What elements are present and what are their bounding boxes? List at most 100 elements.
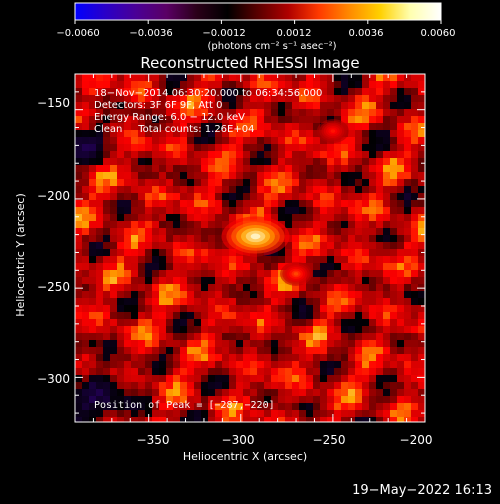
heatmap-cell bbox=[117, 235, 125, 243]
heatmap-cell bbox=[348, 298, 356, 306]
heatmap-cell bbox=[327, 74, 335, 82]
heatmap-cell bbox=[145, 102, 153, 110]
heatmap-cell bbox=[110, 277, 118, 285]
heatmap-cell bbox=[411, 368, 419, 376]
heatmap-cell bbox=[180, 291, 188, 299]
heatmap-cell bbox=[271, 410, 279, 418]
heatmap-cell bbox=[313, 382, 321, 390]
heatmap-cell bbox=[243, 319, 251, 327]
heatmap-cell bbox=[229, 347, 237, 355]
heatmap-cell bbox=[397, 284, 405, 292]
heatmap-cell bbox=[103, 95, 111, 103]
heatmap-cell bbox=[96, 389, 104, 397]
heatmap-cell bbox=[355, 305, 363, 313]
heatmap-cell bbox=[243, 95, 251, 103]
heatmap-cell bbox=[299, 326, 307, 334]
heatmap-cell bbox=[138, 151, 146, 159]
heatmap-cell bbox=[159, 382, 167, 390]
heatmap-cell bbox=[264, 375, 272, 383]
heatmap-cell bbox=[264, 347, 272, 355]
heatmap-cell bbox=[117, 81, 125, 89]
heatmap-cell bbox=[418, 158, 425, 166]
heatmap-cell bbox=[390, 102, 398, 110]
heatmap-cell bbox=[82, 165, 90, 173]
heatmap-cell bbox=[369, 193, 377, 201]
heatmap-cell bbox=[369, 396, 377, 404]
heatmap-cell bbox=[96, 81, 104, 89]
heatmap-cell bbox=[201, 172, 209, 180]
heatmap-cell bbox=[285, 109, 293, 117]
heatmap-cell bbox=[173, 361, 181, 369]
heatmap-cell bbox=[306, 228, 314, 236]
heatmap-cell bbox=[194, 361, 202, 369]
heatmap-cell bbox=[306, 417, 314, 422]
heatmap-cell bbox=[369, 123, 377, 131]
heatmap-cell bbox=[89, 284, 97, 292]
heatmap-cell bbox=[236, 151, 244, 159]
heatmap-cell bbox=[376, 277, 384, 285]
heatmap-cell bbox=[222, 312, 230, 320]
heatmap-cell bbox=[103, 102, 111, 110]
heatmap-cell bbox=[411, 81, 419, 89]
heatmap-cell bbox=[376, 207, 384, 215]
heatmap-cell bbox=[278, 193, 286, 201]
heatmap-cell bbox=[75, 347, 83, 355]
heatmap-cell bbox=[355, 298, 363, 306]
heatmap-cell bbox=[383, 186, 391, 194]
heatmap-cell bbox=[124, 333, 132, 341]
heatmap-cell bbox=[264, 263, 272, 271]
heatmap-cell bbox=[404, 228, 412, 236]
heatmap-cell bbox=[215, 375, 223, 383]
heatmap-cell bbox=[131, 368, 139, 376]
heatmap-cell bbox=[173, 256, 181, 264]
heatmap-cell bbox=[299, 354, 307, 362]
heatmap-cell bbox=[257, 95, 265, 103]
heatmap-cell bbox=[320, 165, 328, 173]
heatmap-cell bbox=[166, 347, 174, 355]
heatmap-cell bbox=[194, 242, 202, 250]
heatmap-cell bbox=[173, 144, 181, 152]
heatmap-cell bbox=[278, 375, 286, 383]
heatmap-cell bbox=[180, 326, 188, 334]
heatmap-cell bbox=[201, 235, 209, 243]
heatmap-cell bbox=[278, 116, 286, 124]
heatmap-cell bbox=[96, 410, 104, 418]
heatmap-cell bbox=[166, 326, 174, 334]
heatmap-cell bbox=[103, 305, 111, 313]
heatmap-cell bbox=[138, 193, 146, 201]
heatmap-cell bbox=[313, 298, 321, 306]
heatmap-cell bbox=[180, 207, 188, 215]
heatmap-cell bbox=[320, 179, 328, 187]
heatmap-cell bbox=[327, 368, 335, 376]
heatmap-cell bbox=[194, 179, 202, 187]
heatmap-cell bbox=[166, 333, 174, 341]
heatmap-cell bbox=[404, 284, 412, 292]
heatmap-cell bbox=[180, 221, 188, 229]
heatmap-cell bbox=[362, 417, 370, 422]
heatmap-cell bbox=[285, 214, 293, 222]
heatmap-cell bbox=[327, 361, 335, 369]
heatmap-cell bbox=[243, 326, 251, 334]
heatmap-cell bbox=[376, 340, 384, 348]
heatmap-cell bbox=[187, 74, 195, 82]
heatmap-cell bbox=[215, 389, 223, 397]
heatmap-cell bbox=[376, 347, 384, 355]
heatmap-cell bbox=[411, 256, 419, 264]
heatmap-cell bbox=[299, 130, 307, 138]
heatmap-cell bbox=[313, 347, 321, 355]
heatmap-cell bbox=[117, 333, 125, 341]
heatmap-cell bbox=[264, 95, 272, 103]
heatmap-cell bbox=[194, 249, 202, 257]
heatmap-cell bbox=[89, 179, 97, 187]
heatmap-cell bbox=[194, 186, 202, 194]
heatmap-cell bbox=[124, 214, 132, 222]
heatmap-cell bbox=[243, 158, 251, 166]
heatmap-cell bbox=[180, 116, 188, 124]
heatmap-cell bbox=[138, 88, 146, 96]
heatmap-cell bbox=[369, 340, 377, 348]
heatmap-cell bbox=[355, 417, 363, 422]
heatmap-cell bbox=[110, 270, 118, 278]
heatmap-cell bbox=[285, 354, 293, 362]
heatmap-cell bbox=[103, 158, 111, 166]
heatmap-cell bbox=[292, 214, 300, 222]
